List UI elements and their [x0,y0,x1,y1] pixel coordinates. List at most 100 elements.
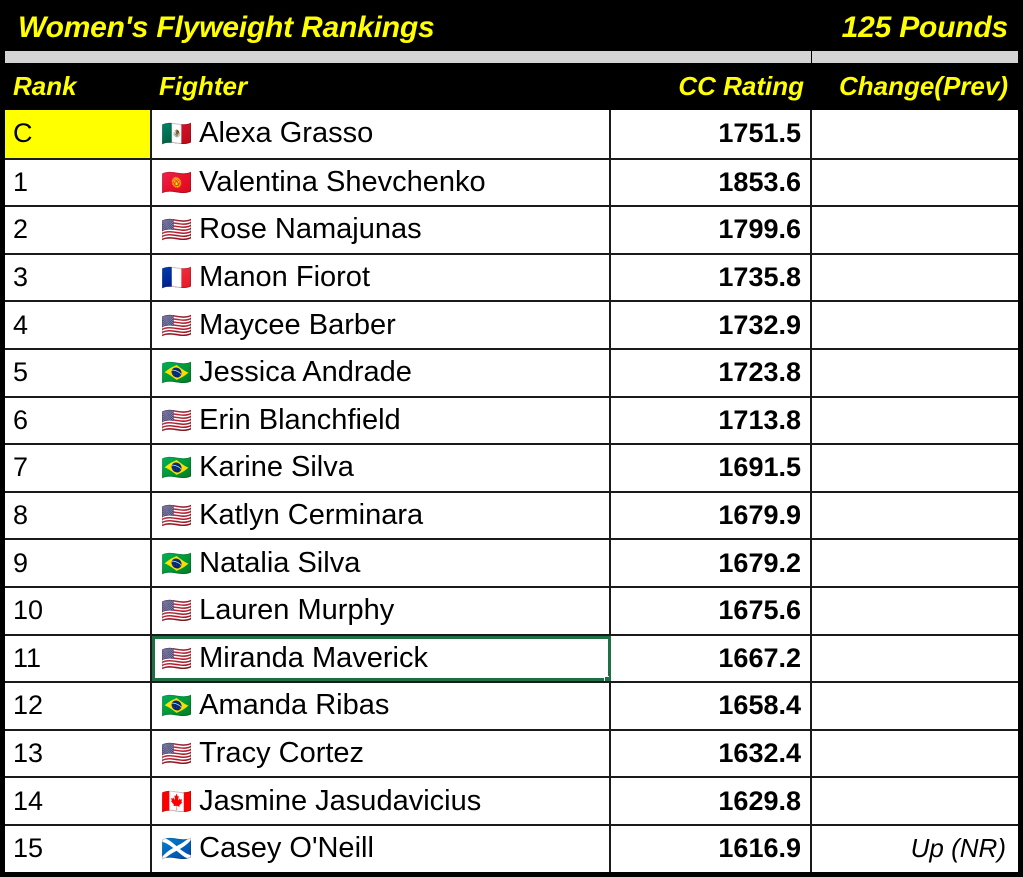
table-row[interactable]: 6 🇺🇸 Erin Blanchfield 1713.8 [5,395,1018,444]
table-row[interactable]: 4 🇺🇸 Maycee Barber 1732.9 [5,300,1018,348]
cell-cc-rating[interactable]: 1675.6 [611,587,812,634]
cell-rank[interactable]: C [5,110,152,158]
cell-change[interactable] [812,778,1013,824]
cell-rank[interactable]: 3 [5,254,152,301]
cell-cc-rating[interactable]: 1691.5 [611,445,812,491]
column-header-change[interactable]: Change(Prev) [838,71,1008,101]
cell-change[interactable] [812,302,1013,348]
cell-cc-rating[interactable]: 1629.8 [611,778,812,824]
cell-rank[interactable]: 15 [5,825,152,872]
cell-rank[interactable]: 6 [5,397,152,444]
fighter-name: Lauren Murphy [199,594,395,627]
cell-change[interactable] [812,398,1013,444]
cell-change[interactable] [812,493,1013,539]
table-row[interactable]: 7 🇧🇷 Karine Silva 1691.5 [5,443,1018,491]
cell-fighter[interactable]: 🏴󠁧󠁢󠁳󠁣󠁴󠁿 Casey O'Neill [152,825,611,872]
cell-cc-rating[interactable]: 1713.8 [611,397,812,444]
table-row[interactable]: 9 🇧🇷 Natalia Silva 1679.2 [5,538,1018,586]
cell-change[interactable] [812,540,1013,586]
cell-rank[interactable]: 14 [5,778,152,824]
cell-change[interactable] [812,731,1013,777]
table-row[interactable]: 10 🇺🇸 Lauren Murphy 1675.6 [5,585,1018,634]
table-row[interactable]: 2 🇺🇸 Rose Namajunas 1799.6 [5,205,1018,253]
cell-cc-rating[interactable]: 1723.8 [611,349,812,396]
flag-usa-icon: 🇺🇸 [161,215,193,245]
cell-cc-rating[interactable]: 1679.9 [611,492,812,539]
table-row[interactable]: 11 🇺🇸 Miranda Maverick 1667.2 [5,633,1018,682]
cell-rank[interactable]: 13 [5,730,152,777]
flag-brazil-icon: 🇧🇷 [161,453,193,483]
cell-change[interactable]: Up (NR) [910,833,1006,864]
cell-change[interactable] [812,588,1013,634]
cell-change[interactable] [812,636,1013,682]
cell-fighter[interactable]: 🇨🇦 Jasmine Jasudavicius [152,778,611,824]
cell-fighter[interactable]: 🇺🇸 Rose Namajunas [152,207,611,253]
cell-change[interactable] [812,255,1013,301]
cell-rank[interactable]: 1 [5,159,152,206]
cell-rank[interactable]: 9 [5,540,152,586]
cell-cc-rating[interactable]: 1751.5 [611,110,812,158]
table-row[interactable]: 12 🇧🇷 Amanda Ribas 1658.4 [5,681,1018,729]
cell-cc-rating[interactable]: 1679.2 [611,540,812,586]
cell-cc-rating[interactable]: 1632.4 [611,730,812,777]
cell-fighter[interactable]: 🇺🇸 Erin Blanchfield [152,397,611,444]
cell-fighter[interactable]: 🇧🇷 Karine Silva [152,445,611,491]
cell-fighter[interactable]: 🇺🇸 Miranda Maverick [152,635,611,682]
cell-fighter[interactable]: 🇧🇷 Jessica Andrade [152,349,611,396]
table-row[interactable]: 13 🇺🇸 Tracy Cortez 1632.4 [5,728,1018,777]
fighter-name: Maycee Barber [199,308,396,341]
divider-strip [0,51,1023,63]
cell-change[interactable] [812,350,1013,396]
fighter-name: Valentina Shevchenko [199,165,486,198]
cell-cc-rating[interactable]: 1667.2 [611,635,812,682]
cell-rank[interactable]: 8 [5,492,152,539]
flag-usa-icon: 🇺🇸 [161,739,193,769]
cell-fighter[interactable]: 🇧🇷 Amanda Ribas [152,683,611,729]
column-header-rating[interactable]: CC Rating [678,71,804,101]
cell-rank[interactable]: 11 [5,635,152,682]
cell-cc-rating[interactable]: 1735.8 [611,254,812,301]
cell-change[interactable] [812,110,1013,158]
table-row[interactable]: C 🇲🇽 Alexa Grasso 1751.5 [5,110,1018,158]
column-header-rank[interactable]: Rank [13,71,77,101]
flag-usa-icon: 🇺🇸 [161,405,193,435]
cell-rank[interactable]: 7 [5,445,152,491]
cell-cc-rating[interactable]: 1616.9 [611,825,812,872]
cell-change[interactable] [812,207,1013,253]
table-row[interactable]: 1 🇰🇬 Valentina Shevchenko 1853.6 [5,157,1018,206]
cell-rank[interactable]: 4 [5,302,152,348]
cell-rank[interactable]: 12 [5,683,152,729]
cell-fighter[interactable]: 🇫🇷 Manon Fiorot [152,254,611,301]
fighter-name: Jessica Andrade [199,356,412,389]
flag-brazil-icon: 🇧🇷 [161,548,193,578]
cell-fighter[interactable]: 🇺🇸 Lauren Murphy [152,587,611,634]
table-row[interactable]: 5 🇧🇷 Jessica Andrade 1723.8 [5,347,1018,396]
cell-change[interactable] [812,683,1013,729]
cell-cc-rating[interactable]: 1732.9 [611,302,812,348]
table-row[interactable]: 14 🇨🇦 Jasmine Jasudavicius 1629.8 [5,776,1018,824]
flag-canada-icon: 🇨🇦 [161,786,193,816]
divider-segment-left [5,51,811,63]
cell-fighter[interactable]: 🇧🇷 Natalia Silva [152,540,611,586]
fill-handle[interactable] [604,676,609,682]
flag-mexico-icon: 🇲🇽 [161,119,193,149]
cell-cc-rating[interactable]: 1853.6 [611,159,812,206]
cell-fighter[interactable]: 🇲🇽 Alexa Grasso [152,110,611,158]
cell-cc-rating[interactable]: 1658.4 [611,683,812,729]
cell-fighter[interactable]: 🇺🇸 Tracy Cortez [152,730,611,777]
cell-rank[interactable]: 10 [5,587,152,634]
cell-rank[interactable]: 2 [5,207,152,253]
column-header-fighter[interactable]: Fighter [159,71,248,101]
cell-fighter[interactable]: 🇺🇸 Katlyn Cerminara [152,492,611,539]
table-row[interactable]: 3 🇫🇷 Manon Fiorot 1735.8 [5,252,1018,301]
table-row[interactable]: 8 🇺🇸 Katlyn Cerminara 1679.9 [5,490,1018,539]
cell-rank[interactable]: 5 [5,349,152,396]
flag-france-icon: 🇫🇷 [161,263,193,293]
cell-cc-rating[interactable]: 1799.6 [611,207,812,253]
cell-change[interactable] [812,445,1013,491]
cell-change[interactable] [812,160,1013,206]
cell-fighter[interactable]: 🇰🇬 Valentina Shevchenko [152,159,611,206]
table-row[interactable]: 15 🏴󠁧󠁢󠁳󠁣󠁴󠁿 Casey O'Neill 1616.9 Up (NR) [5,823,1018,872]
cell-fighter[interactable]: 🇺🇸 Maycee Barber [152,302,611,348]
fighter-name: Rose Namajunas [199,213,422,246]
